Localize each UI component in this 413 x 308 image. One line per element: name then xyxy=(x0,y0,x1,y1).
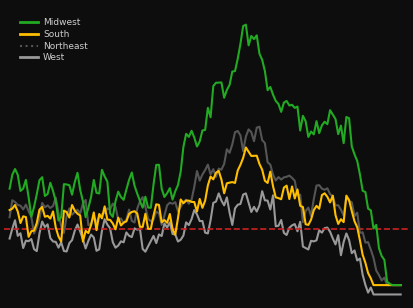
Legend: Midwest, South, Northeast, West: Midwest, South, Northeast, West xyxy=(17,15,91,66)
